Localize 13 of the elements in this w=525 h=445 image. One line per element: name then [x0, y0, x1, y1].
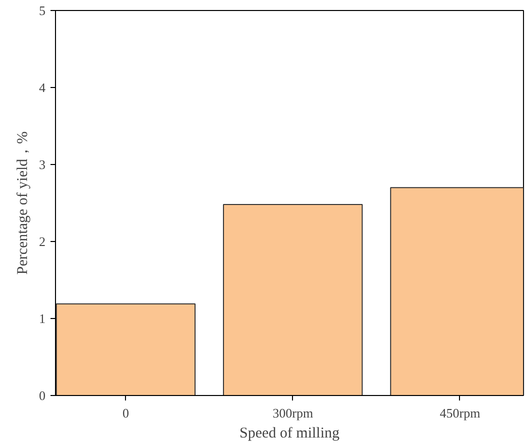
x-tick-label: 0: [122, 406, 129, 420]
bar: [222, 204, 363, 396]
y-tick-label: 2: [39, 234, 46, 249]
x-tick-label: 300rpm: [272, 406, 314, 420]
y-tick-label: 1: [39, 311, 46, 326]
bar: [56, 303, 196, 396]
y-axis-title: Percentage of yield，%: [15, 131, 31, 275]
y-tick-label: 3: [39, 157, 46, 172]
x-axis-title: Speed of milling: [240, 426, 340, 442]
y-tick-label: 4: [39, 80, 46, 95]
y-tick-label: 5: [39, 3, 46, 18]
x-tick-label: 450rpm: [440, 406, 480, 420]
y-tick-label: 0: [39, 388, 46, 403]
